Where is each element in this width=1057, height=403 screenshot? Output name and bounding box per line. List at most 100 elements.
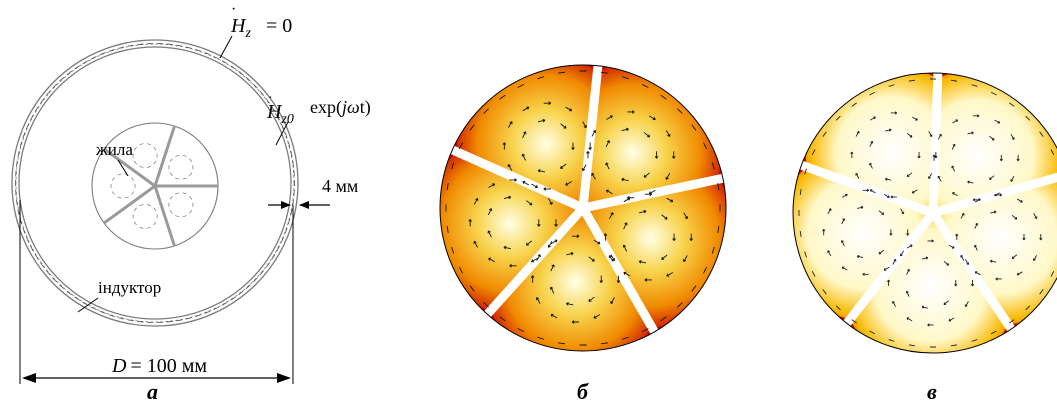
field-arrow: [538, 119, 546, 123]
core-arrow: [117, 196, 122, 199]
core-arrow: [153, 221, 157, 226]
field-arrowhead: [563, 125, 567, 129]
rim-arrow: [971, 84, 978, 87]
field-arrowhead: [542, 118, 546, 123]
rim-arrow: [660, 316, 667, 322]
rim-arrow: [909, 79, 916, 82]
field-arrowhead: [547, 244, 551, 248]
field-arrow: [965, 301, 969, 307]
field-arrowhead: [856, 255, 860, 259]
field-arrowhead: [892, 300, 895, 304]
field-arrow: [906, 290, 910, 297]
core-arrow: [133, 160, 137, 165]
ring-arrow: [127, 44, 134, 47]
ring-arrow: [185, 46, 192, 49]
rim-arrow: [711, 162, 715, 170]
field-arrow: [912, 189, 918, 194]
ring-arrow: [66, 290, 72, 296]
field-arrowhead: [881, 212, 885, 215]
field-arrow: [1011, 215, 1018, 220]
core-arrow: [133, 207, 137, 212]
field-arrow: [967, 181, 974, 184]
ring-arrow: [74, 65, 80, 70]
field-arrowhead: [866, 188, 869, 192]
field-arrowhead: [841, 266, 845, 270]
slot: [793, 158, 935, 218]
ring-arrow: [238, 290, 244, 296]
rim-arrow: [799, 230, 802, 237]
field-arrow: [473, 241, 479, 248]
field-arrowhead: [531, 259, 535, 263]
field-arrowhead: [606, 140, 610, 144]
field-arrowhead: [530, 275, 535, 278]
core-arrow: [182, 215, 187, 218]
field-arrowhead: [550, 286, 554, 290]
ring-arrow: [118, 317, 125, 320]
core-arrow: [133, 146, 137, 151]
ring-arrow: [166, 43, 173, 45]
field-arrow: [989, 135, 995, 141]
field-arrow: [900, 208, 904, 215]
field-arrow: [606, 189, 613, 195]
panel-b: б: [439, 64, 727, 403]
field-arrowhead: [624, 222, 628, 226]
field-arrowhead: [487, 230, 491, 234]
core-arrow: [146, 204, 151, 206]
field-arrowhead: [995, 277, 998, 281]
field-arrowhead: [977, 114, 980, 118]
ring-arrow: [82, 301, 89, 306]
field-arrowhead: [622, 244, 627, 248]
field-arrows-b: [445, 70, 721, 346]
field-arrowhead: [643, 209, 647, 214]
core-arrow: [189, 195, 193, 200]
field-arrow: [526, 240, 533, 246]
field-arrowhead: [507, 164, 511, 168]
rim-arrow: [1025, 305, 1031, 311]
core-arrow: [146, 143, 151, 146]
field-arrow: [526, 200, 533, 206]
field-arrow: [522, 106, 530, 112]
rim-arrow: [869, 91, 876, 96]
field-arrow: [550, 239, 558, 245]
slot: [579, 205, 662, 341]
field-arrowhead: [571, 320, 575, 324]
field-arrow: [948, 317, 955, 322]
rim-arrow: [517, 83, 525, 88]
sectors-b: [440, 65, 726, 351]
field-arrow: [974, 223, 978, 229]
ring-arrow: [284, 227, 288, 234]
field-arrow: [1016, 198, 1023, 203]
field-arrow: [921, 257, 928, 260]
core-conductor: [91, 122, 219, 250]
field-arrow: [960, 255, 965, 261]
field-arrowhead: [550, 313, 554, 317]
panel-b-label: б: [577, 379, 589, 403]
field-arrow: [507, 164, 513, 171]
field-arrowhead: [661, 256, 665, 260]
rim-arrow: [600, 342, 608, 345]
field-arrowhead: [1020, 199, 1023, 203]
slot: [578, 65, 604, 209]
field-arrowhead: [845, 193, 848, 197]
core-arrow: [175, 215, 180, 218]
field-arrow: [948, 244, 955, 249]
ring-arrow: [19, 141, 23, 148]
field-arrow: [943, 300, 949, 305]
diameter-dimension: D = 100 мм: [19, 200, 294, 384]
slot: [153, 185, 176, 247]
field-arrowhead: [468, 219, 472, 222]
rim-arrow: [950, 79, 957, 82]
ring-arrow: [287, 218, 291, 225]
field-arrowhead: [492, 183, 496, 187]
field-arrowhead: [543, 187, 547, 191]
field-arrow: [639, 260, 647, 264]
slot: [931, 167, 1057, 218]
ring-arrow: [45, 90, 51, 96]
field-arrow: [488, 257, 495, 263]
bc-zero-label: Hz · = 0: [219, 1, 292, 59]
field-arrowhead: [1010, 179, 1014, 182]
rim-arrow: [950, 344, 957, 347]
field-arrowhead: [856, 130, 860, 134]
field-arrow: [473, 198, 479, 205]
ring-arrow: [22, 227, 26, 234]
